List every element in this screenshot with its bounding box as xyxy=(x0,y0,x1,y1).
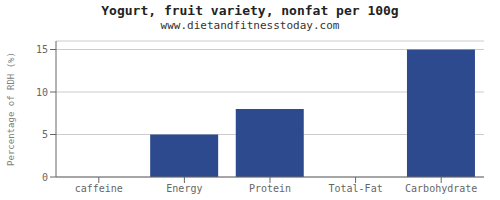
svg-text:Percentage of RDH (%): Percentage of RDH (%) xyxy=(8,52,16,166)
svg-text:0: 0 xyxy=(42,172,48,183)
html-text:Yogurt, fruit variety, nonfat: Yogurt, fruit variety, nonfat per 100g xyxy=(101,3,399,18)
svg-text:Protein: Protein xyxy=(249,183,291,194)
svg-text:caffeine: caffeine xyxy=(75,183,123,194)
svg-text:Total-Fat: Total-Fat xyxy=(329,183,383,194)
svg-text:15: 15 xyxy=(36,44,48,55)
svg-text:10: 10 xyxy=(36,87,48,98)
svg-text:Carbohydrate: Carbohydrate xyxy=(405,183,477,194)
svg-text:Energy: Energy xyxy=(166,183,202,194)
html-text:www.dietandfitnesstoday.com: www.dietandfitnesstoday.com xyxy=(160,19,340,32)
svg-text:5: 5 xyxy=(42,129,48,140)
